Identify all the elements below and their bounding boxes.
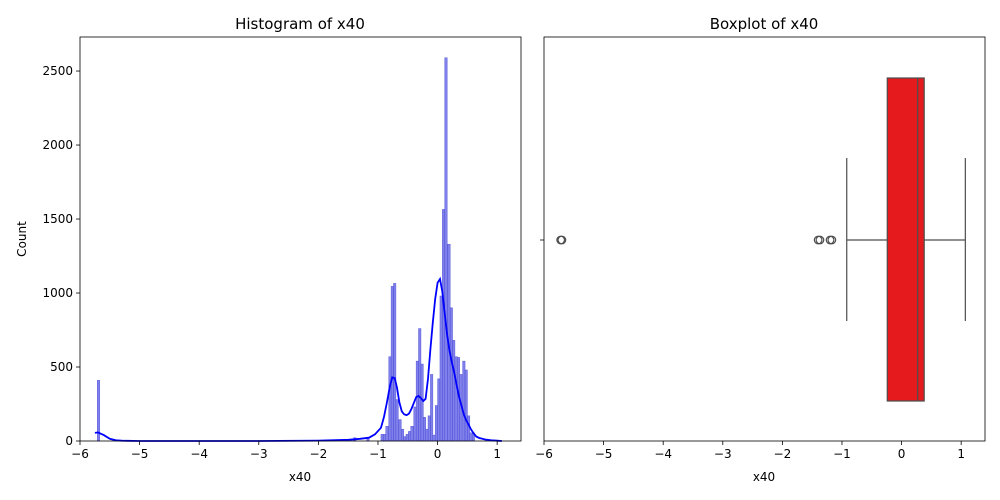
histogram-bar xyxy=(423,417,426,442)
kde-curve xyxy=(94,276,502,442)
x-tick-label: 0 xyxy=(898,447,906,461)
histogram-bar xyxy=(439,295,443,442)
histogram-bar xyxy=(467,415,471,442)
histogram-y-axis-label: Count xyxy=(15,221,29,257)
outlier-point xyxy=(815,235,825,245)
y-tick-label: 1500 xyxy=(42,212,73,226)
histogram-bar xyxy=(390,286,394,442)
boxplot-plot-frame xyxy=(543,36,986,442)
histogram-bar xyxy=(410,426,414,442)
histogram-bar xyxy=(401,428,404,442)
histogram-bar xyxy=(442,209,446,442)
histogram-bar xyxy=(403,436,407,442)
outlier-point xyxy=(827,235,837,245)
x-tick-label: −6 xyxy=(535,447,553,461)
x-tick-label: −1 xyxy=(833,447,851,461)
histogram-bar xyxy=(388,356,392,442)
boxplot-chart: Boxplot of x40 −6 −5 −4 −3 −2 −1 0 1 x40 xyxy=(535,15,986,484)
x-tick-label: −4 xyxy=(654,447,672,461)
x-tick-label: 1 xyxy=(493,447,501,461)
x-tick-label: −3 xyxy=(714,447,732,461)
histogram-bar xyxy=(398,419,402,442)
x-tick-label: −4 xyxy=(190,447,208,461)
histogram-bar xyxy=(430,374,434,442)
histogram-bar xyxy=(418,328,422,442)
histogram-bar xyxy=(427,415,431,442)
histogram-chart: Histogram of x40 −6 −5 −4 −3 −2 −1 0 1 0 500 1000… xyxy=(15,15,522,484)
histogram-x-ticks: −6 −5 −4 −3 −2 −1 0 1 xyxy=(71,441,501,461)
histogram-bar xyxy=(425,428,429,442)
y-tick-label: 2500 xyxy=(42,64,73,78)
y-tick-label: 0 xyxy=(65,434,73,448)
histogram-bar xyxy=(464,369,468,442)
histogram-x-axis-label: x40 xyxy=(289,470,311,484)
y-tick-label: 500 xyxy=(50,360,73,374)
histogram-bar xyxy=(449,307,453,442)
histogram-bars xyxy=(97,57,475,442)
histogram-bar xyxy=(408,431,412,442)
boxplot-x-ticks: −6 −5 −4 −3 −2 −1 0 1 xyxy=(535,441,965,461)
histogram-bar xyxy=(434,405,438,442)
histogram-bar xyxy=(432,434,436,442)
x-tick-label: −2 xyxy=(774,447,792,461)
histogram-bar xyxy=(385,426,389,442)
histogram-bar xyxy=(452,340,456,442)
x-tick-label: −2 xyxy=(310,447,328,461)
x-tick-label: −5 xyxy=(595,447,613,461)
histogram-bar xyxy=(383,434,387,442)
boxplot-title: Boxplot of x40 xyxy=(710,15,819,33)
histogram-bar xyxy=(415,360,419,442)
histogram-title: Histogram of x40 xyxy=(235,15,365,33)
histogram-plot-frame xyxy=(79,36,522,442)
boxplot-x-axis-label: x40 xyxy=(753,470,775,484)
outlier-point xyxy=(557,235,567,245)
histogram-y-ticks: 0 500 1000 1500 2000 2500 xyxy=(42,64,80,448)
histogram-bar xyxy=(393,283,397,442)
x-tick-label: −5 xyxy=(131,447,149,461)
y-tick-label: 1000 xyxy=(42,286,73,300)
histogram-bar xyxy=(395,399,399,442)
histogram-bar xyxy=(437,378,441,442)
histogram-bar xyxy=(444,57,448,442)
interquartile-box xyxy=(886,77,925,402)
histogram-bar xyxy=(420,363,424,442)
histogram-bar xyxy=(454,356,458,442)
x-tick-label: −6 xyxy=(71,447,89,461)
histogram-bar xyxy=(380,434,384,442)
histogram-bar xyxy=(405,434,409,442)
histogram-bar xyxy=(462,360,466,442)
y-tick-label: 2000 xyxy=(42,138,73,152)
histogram-bar xyxy=(469,432,473,442)
x-tick-label: 0 xyxy=(434,447,442,461)
histogram-bar xyxy=(413,406,417,442)
x-tick-label: −1 xyxy=(369,447,387,461)
x-tick-label: −3 xyxy=(250,447,268,461)
x-tick-label: 1 xyxy=(957,447,965,461)
boxplot-body xyxy=(556,77,966,402)
